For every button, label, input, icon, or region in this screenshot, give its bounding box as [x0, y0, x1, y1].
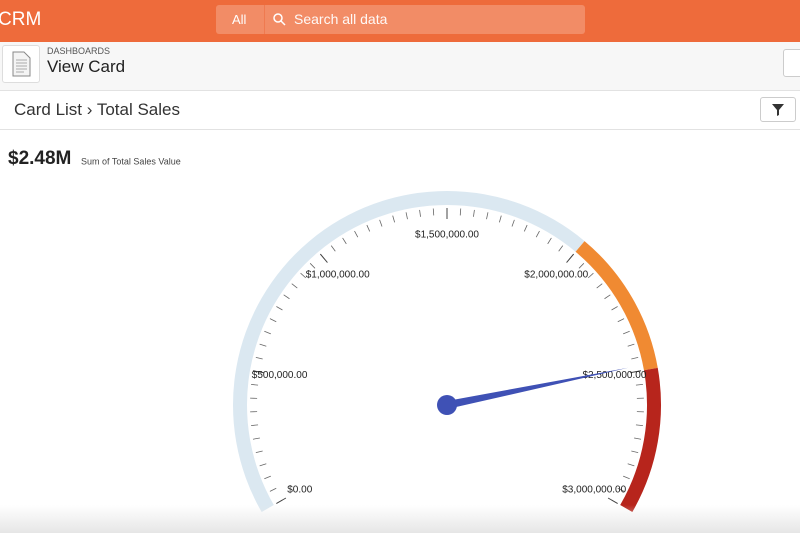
needle-hub — [437, 395, 457, 415]
tick-label: $3,000,000.00 — [562, 485, 626, 496]
minor-tick — [617, 487, 625, 492]
minor-tick — [419, 209, 421, 217]
major-tick — [607, 497, 618, 504]
card-breadcrumb[interactable]: Card List › Total Sales — [14, 100, 180, 119]
minor-tick — [320, 253, 326, 260]
search-placeholder[interactable]: Search all data — [294, 11, 388, 27]
minor-tick — [264, 330, 271, 335]
minor-tick — [330, 245, 336, 252]
bottom-fade — [0, 505, 800, 533]
app-name[interactable]: CRM — [0, 9, 42, 30]
minor-tick — [259, 343, 267, 347]
summary-caption: Sum of Total Sales Value — [81, 156, 181, 166]
minor-tick — [405, 212, 408, 220]
minor-tick — [291, 283, 298, 289]
minor-tick — [631, 450, 639, 454]
minor-tick — [283, 294, 290, 300]
gauge-band — [575, 241, 658, 371]
minor-tick — [392, 215, 396, 223]
minor-tick — [269, 318, 277, 323]
minor-tick — [634, 437, 642, 440]
filter-button[interactable] — [760, 97, 796, 122]
top-bar: CRM All Search all data — [0, 0, 800, 42]
summary-value: $2.48M — [8, 148, 71, 169]
minor-tick — [473, 209, 475, 217]
separator — [264, 5, 265, 34]
minor-tick — [251, 424, 259, 426]
needle — [446, 367, 629, 409]
search-icon — [273, 13, 286, 26]
minor-tick — [255, 450, 263, 454]
tick-label: $1,000,000.00 — [306, 269, 370, 280]
minor-tick — [511, 219, 515, 227]
minor-tick — [596, 283, 603, 289]
minor-tick — [276, 306, 283, 311]
minor-tick — [498, 215, 502, 223]
minor-tick — [568, 253, 574, 260]
search-box[interactable]: All Search all data — [216, 5, 585, 34]
minor-tick — [276, 499, 283, 504]
major-tick — [566, 253, 575, 263]
tick-label: $1,500,000.00 — [415, 230, 479, 241]
minor-tick — [523, 224, 528, 232]
page-icon — [2, 45, 40, 83]
section-label: DASHBOARDS — [47, 46, 111, 56]
doc-icon — [12, 51, 31, 77]
gauge-band — [233, 191, 585, 512]
major-tick — [276, 497, 287, 504]
filter-icon — [772, 104, 784, 116]
minor-tick — [558, 245, 564, 252]
minor-tick — [617, 318, 625, 323]
minor-tick — [604, 294, 611, 300]
minor-tick — [309, 263, 316, 269]
search-scope[interactable]: All — [232, 12, 247, 27]
minor-tick — [627, 463, 635, 467]
minor-tick — [486, 212, 489, 220]
tick-label: $2,500,000.00 — [582, 370, 646, 381]
minor-tick — [354, 230, 359, 238]
minor-tick — [255, 356, 263, 360]
major-tick — [319, 253, 328, 263]
minor-tick — [623, 330, 630, 335]
minor-tick — [547, 237, 552, 245]
minor-tick — [631, 356, 639, 360]
minor-tick — [269, 487, 277, 492]
sub-header: DASHBOARDS View Card — [0, 42, 800, 91]
minor-tick — [366, 224, 371, 232]
minor-tick — [251, 384, 259, 386]
minor-tick — [634, 370, 642, 373]
minor-tick — [259, 463, 267, 467]
major-tick — [630, 370, 642, 374]
gauge-band — [620, 367, 661, 512]
minor-tick — [252, 370, 260, 373]
divider — [0, 129, 800, 130]
minor-tick — [379, 219, 383, 227]
side-button[interactable] — [783, 49, 800, 77]
minor-tick — [264, 475, 271, 480]
minor-tick — [342, 237, 347, 245]
minor-tick — [252, 437, 260, 440]
minor-tick — [300, 272, 307, 279]
minor-tick — [535, 230, 540, 238]
page-title: View Card — [47, 57, 126, 76]
minor-tick — [587, 272, 594, 279]
minor-tick — [635, 384, 643, 386]
minor-tick — [578, 263, 585, 269]
minor-tick — [635, 424, 643, 426]
tick-label: $500,000.00 — [252, 370, 308, 381]
minor-tick — [611, 499, 618, 504]
tick-label: $2,000,000.00 — [524, 269, 588, 280]
minor-tick — [623, 475, 630, 480]
tick-label: $0.00 — [287, 485, 312, 496]
minor-tick — [627, 343, 635, 347]
major-tick — [252, 370, 264, 374]
minor-tick — [611, 306, 618, 311]
